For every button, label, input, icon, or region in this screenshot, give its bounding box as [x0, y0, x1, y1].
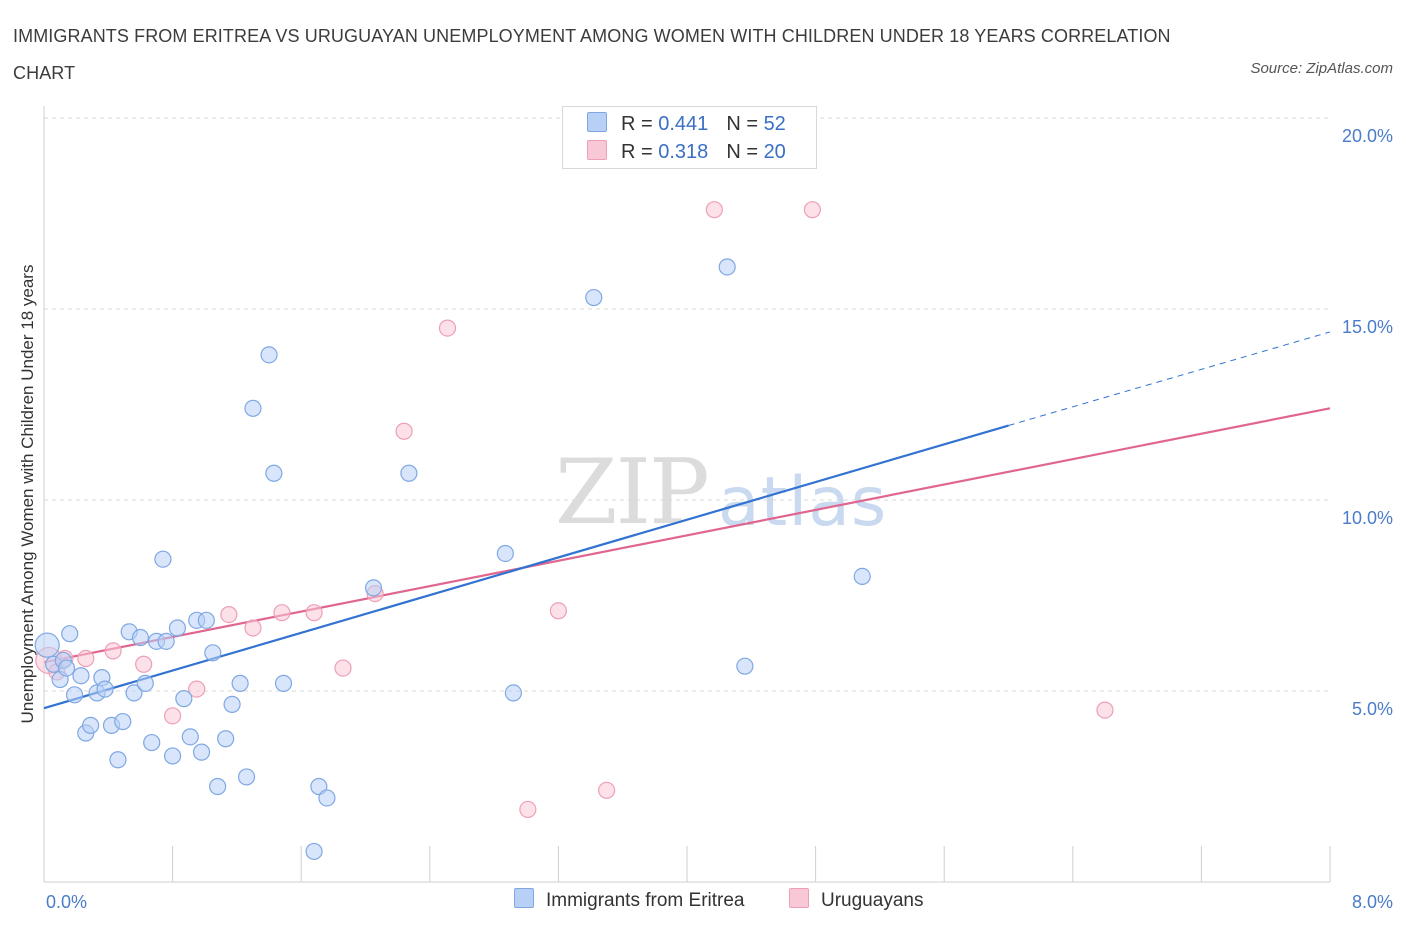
- eritrea-point: [504, 684, 522, 702]
- uruguayans-point: [519, 800, 537, 819]
- eritrea-point: [175, 690, 193, 708]
- eritrea-point: [82, 716, 100, 734]
- uruguayans-point: [164, 707, 182, 725]
- eritrea-point: [164, 747, 182, 765]
- eritrea-point: [131, 628, 150, 647]
- uruguayans-r-value: 0.318: [658, 141, 709, 163]
- eritrea-point: [274, 674, 293, 692]
- eritrea-r-value: 0.441: [658, 113, 709, 135]
- eritrea-trend-line: [43, 424, 1009, 710]
- y-axis-title: Unemployment Among Women with Children U…: [18, 265, 37, 724]
- eritrea-point: [209, 777, 227, 796]
- eritrea-point: [237, 768, 256, 786]
- eritrea-point: [364, 579, 383, 597]
- uruguayans-n-value: 20: [763, 141, 786, 163]
- uruguayans-point: [705, 201, 723, 219]
- eritrea-legend-label: Immigrants from Eritrea: [546, 890, 745, 911]
- eritrea-point: [143, 733, 161, 752]
- eritrea-point: [61, 625, 79, 643]
- eritrea-point: [96, 680, 114, 698]
- chart-title: IMMIGRANTS FROM ERITREA VS URUGUAYAN UNE…: [13, 26, 1171, 83]
- uruguayans-point: [1096, 701, 1114, 719]
- eritrea-point: [114, 712, 132, 731]
- label-layer: 5.0% 10.0% 15.0% 20.0% 0.0% 8.0% Unemployment …: [18, 126, 1393, 912]
- eritrea-point: [109, 751, 127, 769]
- eritrea-trend-layer: [43, 331, 1331, 710]
- legend-item-eritrea: Immigrants from Eritrea: [514, 888, 744, 912]
- eritrea-point: [318, 789, 336, 807]
- uruguayans-points: [35, 201, 1114, 819]
- y-tick-label: 10.0%: [1342, 508, 1393, 528]
- uruguayans-point: [803, 201, 821, 219]
- eritrea-swatch: [587, 112, 607, 132]
- uruguayans-point: [438, 319, 457, 337]
- eritrea-n-value: 52: [763, 113, 786, 135]
- eritrea-point: [57, 659, 76, 677]
- uruguayans-point: [220, 605, 238, 624]
- uruguayans-point: [77, 649, 95, 668]
- eritrea-point: [217, 730, 235, 748]
- uruguayans-n-label: N =: [726, 141, 764, 163]
- eritrea-point: [496, 544, 514, 563]
- eritrea-point: [72, 667, 90, 685]
- x-tick-label: 0.0%: [46, 892, 87, 912]
- x-tick-label: 8.0%: [1352, 892, 1393, 912]
- eritrea-point: [585, 288, 603, 307]
- eritrea-point: [136, 674, 154, 692]
- eritrea-legend-swatch: [514, 888, 534, 908]
- eritrea-point: [260, 346, 278, 364]
- uruguayans-point: [549, 602, 568, 620]
- eritrea-point: [181, 728, 199, 746]
- eritrea-point: [204, 644, 222, 662]
- eritrea-n-label: N =: [726, 113, 764, 135]
- eritrea-point: [223, 695, 241, 713]
- uruguayans-point: [188, 680, 206, 698]
- y-tick-label: 5.0%: [1352, 699, 1393, 719]
- eritrea-point: [157, 632, 175, 650]
- uruguayans-point: [135, 655, 153, 673]
- uruguayans-point: [334, 659, 352, 677]
- eritrea-point: [34, 632, 60, 658]
- uruguayans-trend-line: [43, 407, 1331, 664]
- y-tick-label: 20.0%: [1342, 126, 1393, 146]
- uruguayans-legend-label: Uruguayans: [821, 890, 924, 911]
- eritrea-point: [265, 464, 283, 482]
- legend-item-uruguayans: Uruguayans: [789, 888, 923, 912]
- legend-row-uruguayans: R = 0.318 N = 20: [587, 140, 786, 166]
- uruguayans-point: [305, 604, 323, 622]
- uruguayans-r-label: R =: [621, 141, 659, 163]
- uruguayans-legend-swatch: [789, 888, 809, 908]
- eritrea-point: [305, 842, 323, 861]
- eritrea-point: [154, 550, 172, 568]
- eritrea-trend-extension: [1008, 331, 1331, 426]
- series-legend: Immigrants from Eritrea Uruguayans: [0, 888, 1406, 916]
- grid-layer: [44, 117, 1330, 692]
- eritrea-point: [168, 619, 187, 637]
- uruguayans-swatch: [587, 140, 607, 160]
- eritrea-point: [65, 686, 84, 704]
- eritrea-r-label: R =: [621, 113, 659, 135]
- uruguayans-point: [395, 422, 413, 440]
- uruguayans-point: [598, 781, 616, 799]
- eritrea-point: [400, 464, 418, 482]
- uruguayans-point: [273, 604, 291, 622]
- eritrea-point: [736, 657, 754, 675]
- watermark-zip: ZIP: [555, 440, 710, 545]
- axis-layer: [43, 106, 1331, 883]
- legend-row-eritrea: R = 0.441 N = 52: [587, 112, 786, 138]
- eritrea-point: [853, 567, 871, 586]
- uruguayans-trend-layer: [43, 407, 1331, 664]
- eritrea-points: [34, 258, 871, 861]
- eritrea-point: [231, 674, 249, 692]
- uruguayans-point: [244, 619, 262, 637]
- source-label: Source: ZipAtlas.com: [1250, 60, 1393, 77]
- eritrea-point: [718, 258, 736, 276]
- correlation-legend: R = 0.441 N = 52 R = 0.318 N = 20: [562, 106, 817, 169]
- uruguayans-point: [104, 642, 122, 660]
- eritrea-point: [192, 743, 211, 761]
- eritrea-point: [197, 611, 215, 629]
- y-tick-label: 15.0%: [1342, 317, 1393, 337]
- eritrea-point: [244, 399, 262, 417]
- eritrea-point: [125, 684, 143, 702]
